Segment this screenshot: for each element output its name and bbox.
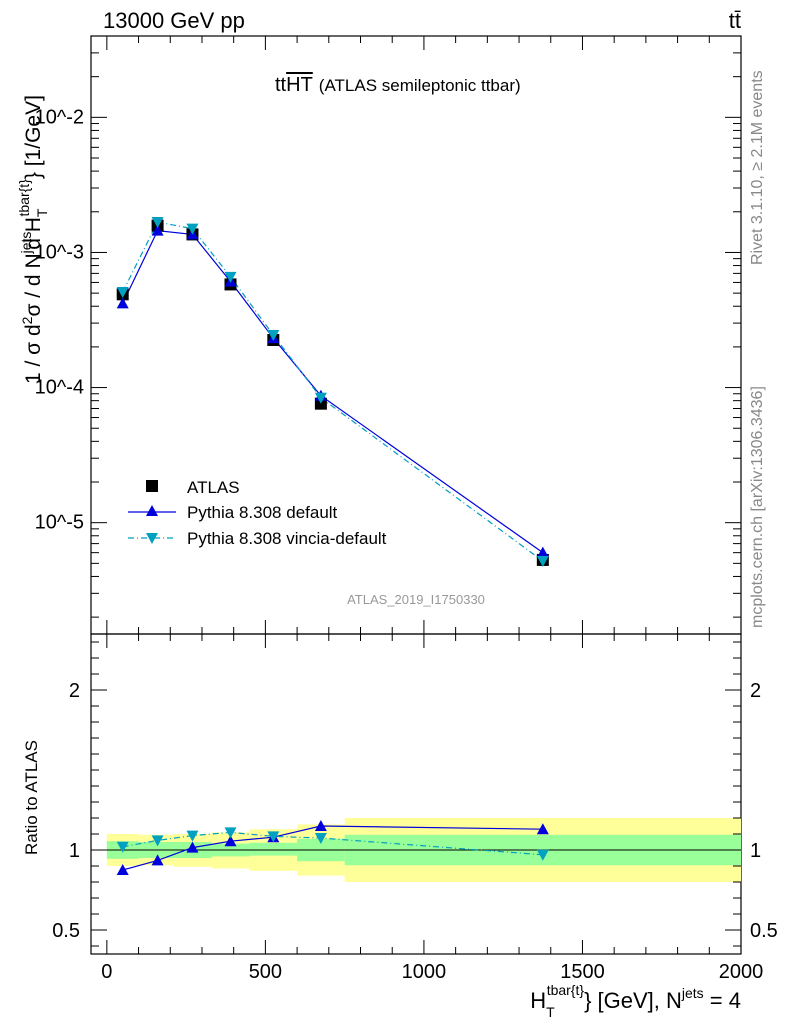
- data-point-1: [536, 546, 549, 558]
- ratio-y-tick-label-right: 2: [750, 680, 761, 702]
- ratio-point-1: [224, 827, 237, 839]
- data-point-2: [151, 217, 164, 229]
- main-y-axis-title-part: σ / d N: [22, 253, 45, 316]
- ratio-point-0: [314, 820, 327, 831]
- main-y-tick-label: 10^-4: [35, 377, 84, 399]
- x-axis-title-part: H: [530, 988, 546, 1013]
- ratio-point-1: [536, 849, 549, 861]
- x-axis-title-part: T: [546, 1004, 555, 1020]
- main-y-axis-title-part: } [1/GeV]: [22, 95, 45, 179]
- main-y-tick-label: 10^-5: [35, 512, 84, 534]
- mcplots-label: mcplots.cern.ch [arXiv:1306.3436]: [749, 386, 766, 628]
- ratio-y-tick-label-left: 1: [69, 840, 80, 862]
- legend-marker-atlas: [146, 480, 158, 492]
- data-point-1: [116, 297, 129, 309]
- main-y-axis-title-part: T: [34, 208, 50, 217]
- ratio-y-tick-label-right: 0.5: [750, 920, 778, 942]
- x-tick-label: 500: [249, 961, 282, 983]
- main-y-axis-title-part: 1 / σ d: [22, 324, 45, 384]
- uncertainty-band-green: [249, 842, 298, 856]
- ratio-point-1: [116, 841, 129, 853]
- x-axis-title-part: jets: [681, 985, 704, 1001]
- legend: ATLAS Pythia 8.308 default Pythia 8.308 …: [128, 478, 387, 548]
- plot-title-suffix: (ATLAS semileptonic ttbar): [319, 76, 521, 95]
- main-y-axis-title-part: d H: [22, 217, 45, 256]
- main-y-axis-title: 1 / σ d2σ / d Njets d HTtbar{t}} [1/GeV]: [16, 95, 50, 384]
- x-axis-title-part: tbar{t}: [547, 982, 585, 998]
- ratio-data-layer: [91, 818, 741, 882]
- ratio-point-0: [536, 823, 549, 835]
- ratio-y-tick-label-left: 0.5: [52, 920, 80, 942]
- main-y-tick-label: 10^-2: [35, 106, 84, 128]
- data-point-2: [116, 286, 129, 298]
- x-tick-label: 1000: [402, 961, 447, 983]
- main-y-tick-label: 10^-3: [35, 241, 84, 263]
- x-axis-title: HTtbar{t}} [GeV], Njets = 4: [530, 982, 741, 1020]
- rivet-version-label: Rivet 3.1.10, ≥ 2.1M events: [749, 70, 766, 265]
- legend-marker-vincia: [146, 533, 158, 544]
- x-tick-label: 0: [101, 961, 112, 983]
- legend-label-atlas: ATLAS: [187, 478, 240, 497]
- ratio-point-1: [267, 831, 280, 843]
- ratio-point-0: [116, 864, 129, 875]
- x-tick-label: 2000: [719, 961, 764, 983]
- ratio-point-1: [186, 830, 199, 842]
- main-y-axis-title-part: jets: [18, 232, 34, 255]
- data-point-2: [314, 392, 327, 404]
- axis-layer: 0 500 1000 1500 2000 10^-5 10^-4 10^-3 10^-2 0.5 0…: [35, 35, 778, 983]
- data-point-2: [224, 271, 237, 283]
- ratio-point-0: [151, 854, 164, 866]
- ratio-point-0: [224, 835, 237, 847]
- legend-label-default: Pythia 8.308 default: [187, 503, 338, 522]
- ratio-y-axis-title: Ratio to ATLAS: [22, 740, 41, 855]
- x-axis-title-part: = 4: [704, 988, 741, 1013]
- x-tick-label: 1500: [560, 961, 605, 983]
- energy-label: 13000 GeV pp: [103, 8, 245, 33]
- ratio-point-0: [186, 841, 199, 853]
- analysis-id-label: ATLAS_2019_I1750330: [347, 592, 485, 607]
- ratio-plot-frame: [90, 633, 742, 955]
- x-axis-title-part: } [GeV], N: [584, 988, 682, 1013]
- ratio-point-1: [151, 835, 164, 847]
- plot-title-main: tt: [275, 74, 287, 96]
- ratio-y-tick-label-right: 1: [750, 840, 761, 862]
- main-data-layer: [116, 217, 549, 568]
- main-y-axis-title-part: tbar{t}: [16, 179, 32, 217]
- data-point-2: [186, 223, 199, 235]
- plot-title-overline: HT: [286, 74, 313, 96]
- plot-title: ttHT (ATLAS semileptonic ttbar): [275, 74, 521, 96]
- main-y-axis-title-part: 2: [19, 316, 35, 324]
- legend-marker-default: [146, 505, 158, 516]
- ratio-y-tick-label-left: 2: [69, 680, 80, 702]
- process-label: tt̄: [729, 8, 741, 33]
- data-point-2: [536, 556, 549, 568]
- data-point-2: [267, 329, 280, 341]
- legend-label-vincia: Pythia 8.308 vincia-default: [187, 529, 387, 548]
- ratio-point-1: [314, 833, 327, 844]
- data-point-1: [151, 224, 164, 236]
